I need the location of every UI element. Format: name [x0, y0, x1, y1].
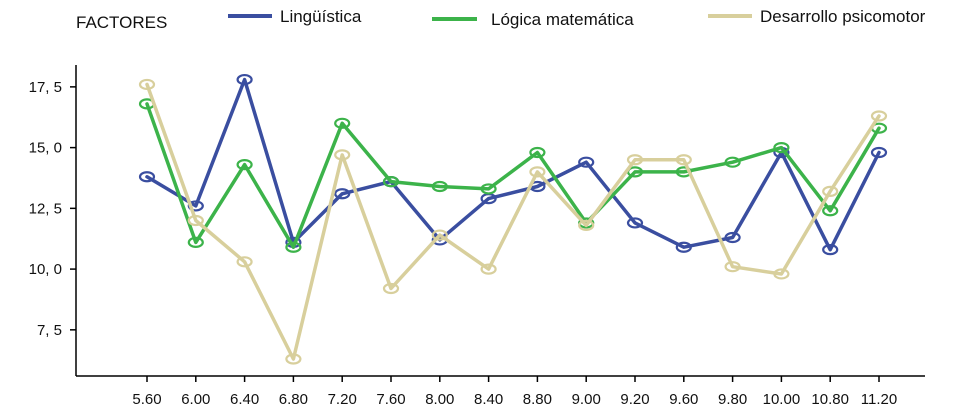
series-1-point	[236, 73, 253, 86]
series-2-point	[480, 183, 497, 195]
y-tick-label: 17, 5	[29, 79, 62, 96]
series-2-line	[145, 102, 881, 249]
series-3-point	[822, 185, 839, 197]
x-tick-label: 10.80	[811, 391, 849, 408]
series-2-point	[236, 159, 253, 171]
series-1-point	[626, 217, 644, 229]
x-tick-label: 8.40	[474, 391, 503, 408]
series-3-line	[145, 82, 881, 361]
x-tick-label: 8.00	[425, 391, 454, 408]
x-tick-label: 7.20	[328, 391, 357, 408]
tick-group: 7, 5 10, 0 12, 5 15, 0 17, 5 5.60 6.00 6.40 6.80…	[29, 79, 898, 408]
series-3-point	[187, 214, 204, 227]
series-1-point	[724, 231, 741, 244]
series-3-point	[138, 78, 156, 91]
series-2-point	[724, 156, 741, 168]
series-2-point	[187, 236, 204, 248]
series-1-point	[578, 156, 595, 168]
y-tick-label: 12, 5	[29, 200, 62, 217]
x-tick-label: 9.00	[572, 391, 601, 408]
x-tick-label: 6.40	[230, 391, 259, 408]
x-tick-label: 10.00	[763, 391, 801, 408]
x-tick-label: 9.60	[669, 391, 698, 408]
series-1-point	[870, 146, 888, 159]
series-3-point	[431, 229, 448, 241]
series-2-point	[529, 146, 546, 159]
y-tick-label: 15, 0	[29, 140, 62, 157]
series-3-point	[724, 261, 741, 273]
series-3-point	[529, 166, 546, 178]
series-3-point	[870, 110, 888, 122]
series-3-point	[675, 154, 692, 166]
series-1-point	[675, 241, 692, 253]
x-tick-label: 11.20	[861, 391, 897, 408]
y-tick-label: 7, 5	[37, 322, 62, 339]
x-tick-label: 9.20	[620, 391, 649, 408]
legend-label-2: Lógica matemática	[491, 10, 634, 29]
series-3-point	[382, 282, 400, 295]
legend-label-3: Desarrollo psicomotor	[760, 7, 926, 26]
series-3-point	[236, 256, 253, 268]
series-group	[138, 73, 888, 365]
series-3-point	[773, 268, 790, 280]
legend-label-1: Lingüística	[280, 7, 362, 26]
x-tick-label: 9.80	[718, 391, 747, 408]
y-tick-label: 10, 0	[29, 261, 62, 278]
series-2-point	[285, 241, 302, 253]
series-1-point	[822, 244, 839, 256]
series-2-point	[431, 180, 448, 193]
series-2-point	[773, 142, 790, 154]
legend-title: FACTORES	[76, 13, 167, 32]
series-3-point	[578, 219, 595, 231]
series-2-point	[822, 205, 839, 217]
x-tick-label: 5.60	[132, 391, 161, 408]
series-1-point	[138, 171, 156, 183]
series-3-point	[285, 353, 302, 365]
series-1-point	[334, 188, 351, 200]
series-2-point	[334, 117, 351, 129]
axes	[75, 65, 925, 377]
series-3-point	[334, 149, 351, 161]
series-3-point	[480, 263, 497, 275]
x-tick-label: 8.80	[523, 391, 552, 408]
x-tick-label: 6.80	[279, 391, 308, 408]
series-1-line	[145, 77, 881, 252]
x-tick-label: 7.60	[376, 391, 405, 408]
legend: FACTORES Lingüística Lógica matemática Des…	[76, 7, 926, 32]
x-tick-label: 6.00	[181, 391, 210, 408]
series-3-point	[626, 154, 644, 166]
series-2-point	[382, 176, 400, 188]
